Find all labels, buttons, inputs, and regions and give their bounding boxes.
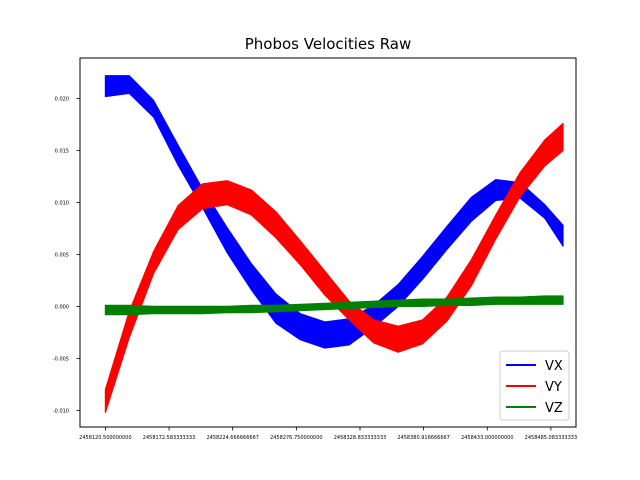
legend: VX VY VZ	[499, 350, 570, 421]
plot-area	[104, 75, 564, 413]
legend-label-vz: VZ	[545, 401, 563, 416]
chart-title: Phobos Velocities Raw	[245, 35, 412, 53]
x-tick-label: 2458433.000000000	[461, 435, 514, 441]
series-band-vy	[104, 122, 564, 413]
y-tick-label: 0.000	[55, 304, 69, 310]
series-band-vz	[104, 295, 564, 316]
y-tick-label: 0.015	[55, 149, 69, 155]
x-tick-label: 2458120.500000000	[79, 435, 132, 441]
legend-label-vx: VX	[545, 359, 563, 374]
plot-frame	[79, 57, 577, 428]
y-tick-label: 0.010	[55, 200, 69, 206]
y-axis: -0.010 -0.005 0.000 0.005 0.010 0.015 0.020	[53, 97, 80, 414]
y-tick-label: 0.020	[55, 97, 69, 103]
x-tick-label: 2458172.583333333	[143, 435, 196, 441]
x-tick-label: 2458380.916666667	[397, 435, 450, 441]
y-tick-label: 0.005	[55, 252, 69, 258]
x-tick-label: 2458328.833333333	[334, 435, 387, 441]
series-band-vx	[104, 75, 564, 349]
x-tick-label: 2458224.666666667	[206, 435, 259, 441]
legend-label-vy: VY	[545, 380, 562, 395]
x-tick-label: 2458276.750000000	[270, 435, 323, 441]
x-axis: 2458120.500000000 2458172.583333333 245822…	[79, 427, 577, 441]
y-tick-label: -0.005	[53, 356, 69, 362]
x-tick-label: 2458485.083333333	[525, 435, 578, 441]
y-tick-label: -0.010	[53, 408, 69, 414]
